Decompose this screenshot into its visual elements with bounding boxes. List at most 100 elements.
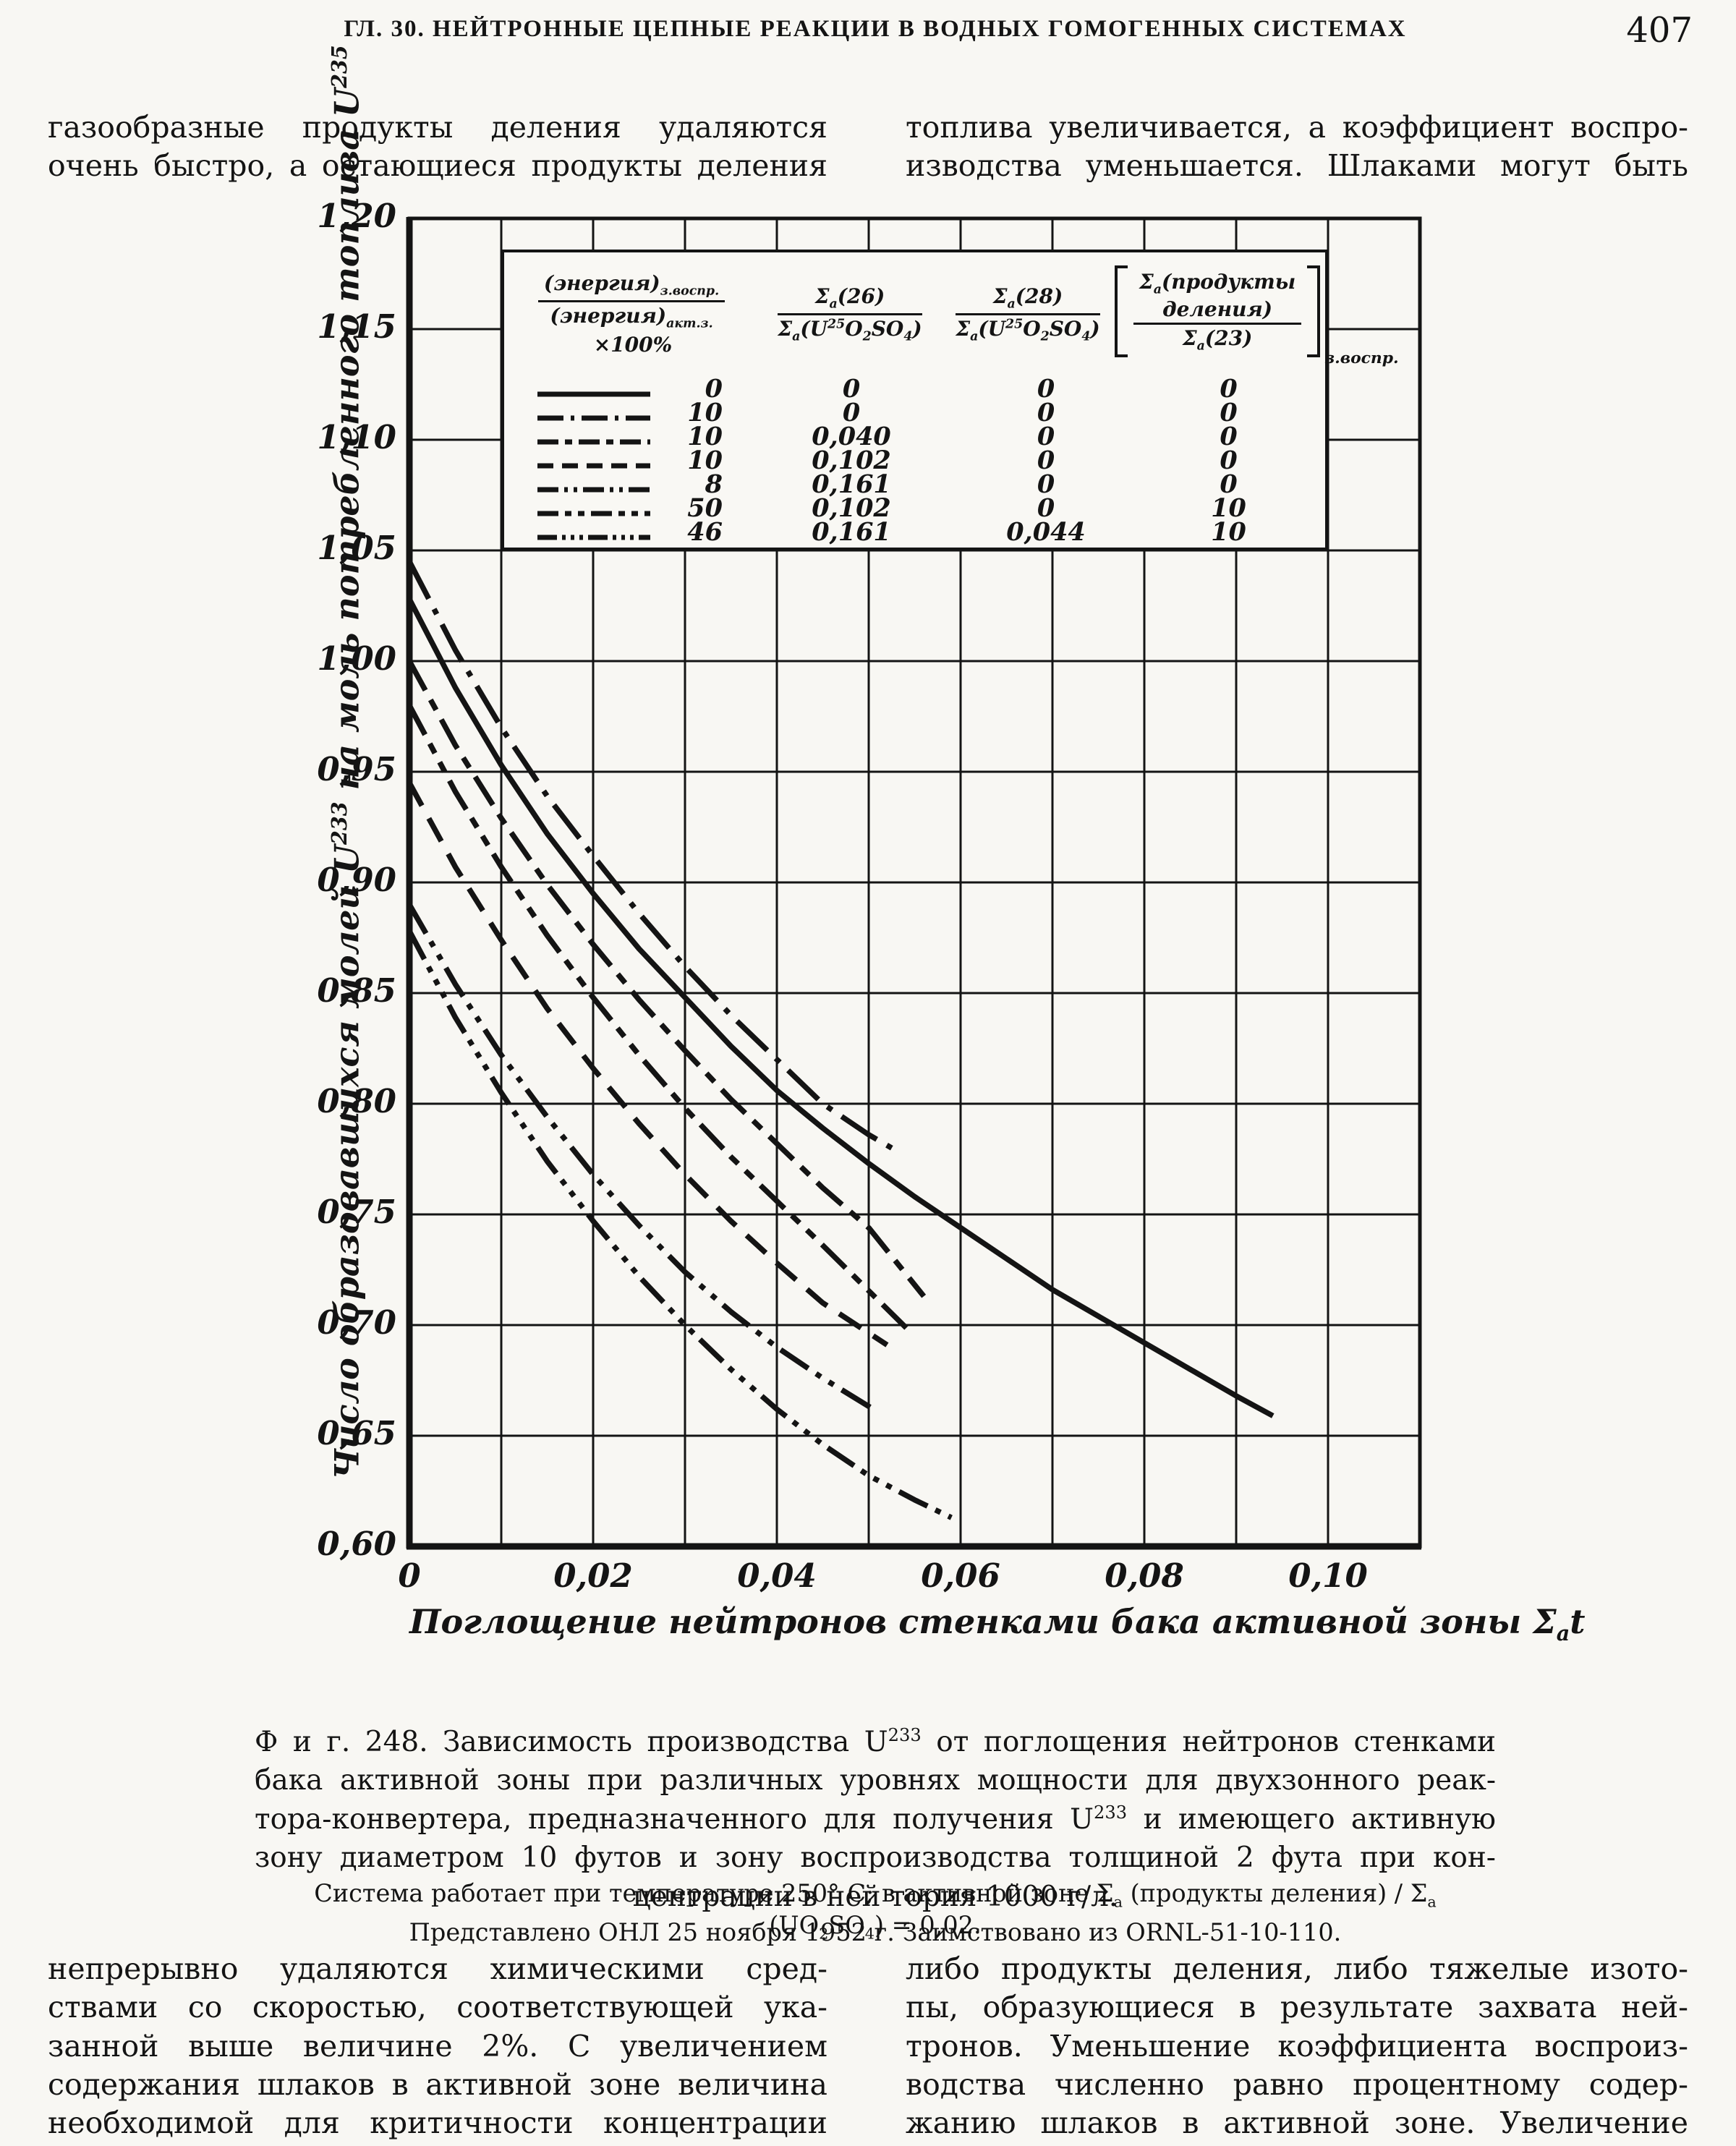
legend-header-sigma28: Σa(28) Σa(U25O2SO4) (941, 284, 1115, 344)
paragraph-line: содержания шлаков в активной зоне величи… (48, 2066, 827, 2102)
legend-value: 10 (1211, 517, 1246, 547)
legend-value: 0 (842, 374, 861, 404)
legend-value: 0 (1220, 422, 1238, 451)
caption-line: тора-конвертера, предназначенного для по… (255, 1802, 1496, 1836)
x-tick-label: 0,02 (553, 1557, 633, 1595)
legend-value: 0 (1037, 446, 1055, 475)
paragraph-line: газообразные продукты деления удаляются (48, 110, 827, 145)
y-tick-label: 0,85 (317, 971, 396, 1010)
legend-value: 0 (1037, 422, 1055, 451)
legend-row: 0 0 0 0 (504, 374, 1325, 404)
legend-header-power-ratio: (энергия)з.воспр. (энергия)акт.з. ×100% (504, 271, 759, 357)
curve-solid (407, 597, 1275, 1418)
legend-value: 8 (705, 469, 723, 499)
paragraph-bottom-left: непрерывно удаляются химическими сред-ст… (48, 1950, 827, 2142)
paragraph-line: тронов. Уменьшение коэффициента воспроиз… (906, 2028, 1688, 2064)
x-tick-label: 0 (398, 1557, 421, 1595)
legend-value: 10 (687, 398, 723, 427)
legend-row: 50 0,102 0 10 (504, 493, 1325, 521)
paragraph-bottom-right: либо продукты деления, либо тяжелые изот… (906, 1950, 1688, 2142)
legend-line-sample (536, 469, 658, 499)
y-tick-label: 0,70 (317, 1303, 396, 1342)
legend-line-sample (536, 374, 658, 404)
curve-dashed (407, 781, 889, 1347)
legend-line-sample (536, 493, 658, 523)
legend-value: 46 (687, 517, 723, 547)
caption-line: Ф и г. 248. Зависимость производства U23… (255, 1725, 1496, 1758)
paragraph-line: очень быстро, а остающиеся продукты деле… (48, 148, 827, 184)
legend-fraction: Σa(28) Σa(U25O2SO4) (956, 284, 1100, 344)
x-tick-label: 0,08 (1105, 1557, 1184, 1595)
y-tick-label: 0,95 (317, 750, 396, 788)
legend-value: 0 (1037, 493, 1055, 523)
curve-dash-3dots (407, 929, 953, 1520)
legend-value: 0,161 (812, 517, 891, 547)
curve-dash-dot-long (407, 560, 893, 1151)
y-tick-label: 0,60 (317, 1525, 396, 1563)
legend-fraction: (энергия)з.воспр. (энергия)акт.з. (537, 271, 726, 331)
legend-value: 0 (705, 374, 723, 404)
legend-line-sample (536, 398, 658, 427)
legend-row: 10 0,102 0 0 (504, 446, 1325, 473)
legend-line-sample (536, 517, 658, 547)
paragraph-line: жанию шлаков в активной зоне. Увеличение (906, 2105, 1688, 2141)
legend-value: 0 (1037, 374, 1055, 404)
legend-value: 10 (687, 446, 723, 475)
legend-value: 0 (1220, 374, 1238, 404)
paragraph-top-right: топлива увеличивается, а коэффициент вос… (906, 108, 1688, 186)
legend-value: 0,102 (812, 493, 891, 523)
legend-row: 8 0,161 0 0 (504, 469, 1325, 497)
y-tick-label: 1,00 (317, 639, 396, 678)
y-tick-label: 0,90 (317, 861, 396, 899)
legend-fraction: Σa(26) Σa(U25O2SO4) (778, 284, 922, 344)
legend-rows: 0 0 0 0 10 0 0 0 10 0,040 0 0 10 0,102 0 0 8 0,161 0 0 50 0,1… (504, 374, 1325, 545)
legend-value: 0 (1037, 469, 1055, 499)
x-axis-title: Поглощение нейтронов стенками бака актив… (409, 1602, 1586, 1646)
paragraph-line: топлива увеличивается, а коэффициент вос… (906, 110, 1688, 145)
figure-caption: Ф и г. 248. Зависимость производства U23… (255, 1723, 1496, 1916)
legend-value: 0,161 (812, 469, 891, 499)
paragraph-line: либо продукты деления, либо тяжелые изот… (906, 1951, 1688, 1986)
page-number: 407 (1626, 10, 1693, 51)
legend-value: 0 (1037, 398, 1055, 427)
legend-value: 0 (1220, 469, 1238, 499)
legend-value: 50 (687, 493, 723, 523)
legend-line-sample (536, 422, 658, 451)
curve-dash-shortdash (407, 660, 927, 1298)
y-axis-title: Число образовавшихся молей U233 на моль … (327, 45, 367, 1479)
y-tick-label: 0,80 (317, 1082, 396, 1120)
y-tick-label: 0,75 (317, 1193, 396, 1231)
y-tick-label: 1,20 (317, 197, 396, 235)
paragraph-top-left: газообразные продукты деления удаляются о… (48, 108, 827, 186)
legend-fraction: Σa(продукты деления) Σa(23) (1133, 270, 1302, 353)
legend-header-sigma26: Σa(26) Σa(U25O2SO4) (759, 284, 941, 344)
x-tick-label: 0,06 (921, 1557, 1000, 1595)
caption-line: бака активной зоны при различных уровнях… (255, 1764, 1496, 1797)
legend-row: 10 0,040 0 0 (504, 422, 1325, 451)
legend-table: (энергия)з.воспр. (энергия)акт.з. ×100% Σa… (501, 250, 1399, 550)
y-tick-label: 1,15 (317, 307, 396, 346)
legend-header-fission-products: Σa(продукты деления) Σa(23) з.воспр. (1115, 265, 1399, 367)
x-tick-label: 0,04 (737, 1557, 817, 1595)
page-header-title: ГЛ. 30. НЕЙТРОННЫЕ ЦЕПНЫЕ РЕАКЦИИ В ВОДН… (344, 16, 1407, 42)
figure-note-source: Представлено ОНЛ 25 ноября 1952 г. Заимс… (409, 1918, 1342, 1946)
paragraph-line: непрерывно удаляются химическими сред- (48, 1951, 827, 1986)
y-tick-label: 0,65 (317, 1414, 396, 1452)
y-tick-label: 1,10 (317, 418, 396, 456)
legend-value: 0,102 (812, 446, 891, 475)
paragraph-line: занной выше величине 2%. С увеличением (48, 2028, 827, 2064)
caption-line: центрации в ней тория 1000 г/л. (632, 1880, 1118, 1913)
legend-header-row: (энергия)з.воспр. (энергия)акт.з. ×100% Σa… (504, 252, 1399, 371)
legend-row: 10 0 0 0 (504, 398, 1325, 427)
legend-value: 0 (1220, 398, 1238, 427)
legend-value: 0 (842, 398, 861, 427)
paragraph-line: необходимой для критичности концентрации (48, 2105, 827, 2141)
legend-value: 10 (1211, 493, 1246, 523)
x-tick-label: 0,10 (1288, 1557, 1368, 1595)
legend-line-sample (536, 446, 658, 475)
y-tick-label: 1,05 (317, 529, 396, 567)
legend-value: 0,044 (1006, 517, 1086, 547)
paragraph-line: изводства уменьшается. Шлаками могут быт… (906, 148, 1688, 184)
legend-value: 0 (1220, 446, 1238, 475)
legend-row: 46 0,161 0,044 10 (504, 517, 1325, 545)
